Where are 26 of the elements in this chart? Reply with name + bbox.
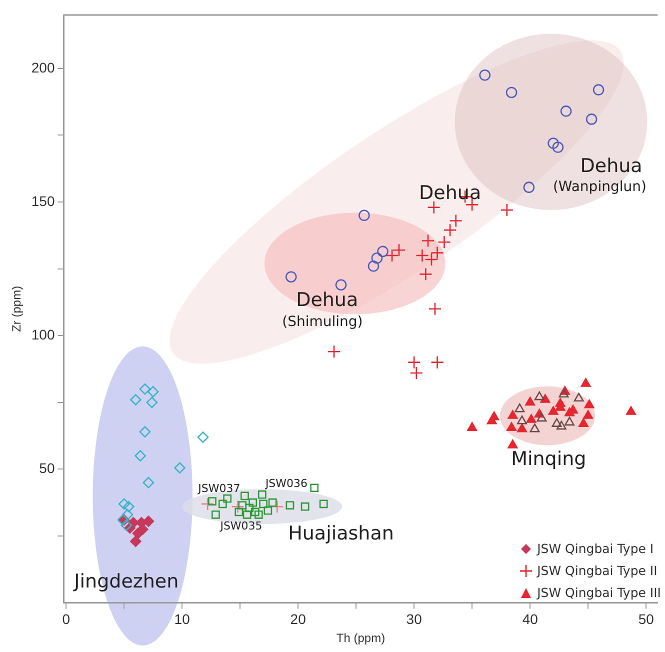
- y-tick-label: 200: [31, 59, 55, 76]
- x-tick-label: 40: [522, 611, 538, 628]
- y-tick-label: 100: [31, 326, 55, 342]
- annotation: (Wanpinglun): [552, 178, 646, 195]
- y-axis-title: Zr (ppm): [10, 286, 24, 332]
- annotation: Dehua: [419, 182, 482, 204]
- x-tick-label: 20: [290, 611, 306, 628]
- x-tick-label: 30: [406, 611, 422, 628]
- x-axis-title: Th (ppm): [336, 631, 386, 646]
- x-tick-label: 10: [174, 611, 190, 628]
- annotation: JSW037: [197, 482, 240, 496]
- y-tick-label: 50: [39, 460, 55, 476]
- annotation: Jingdezhen: [73, 570, 179, 593]
- annotation: Minqing: [511, 448, 586, 470]
- legend-label: JSW Qingbai Type III: [537, 584, 661, 602]
- annotation: JSW036: [264, 476, 308, 490]
- x-tick-label: 0: [62, 611, 70, 628]
- annotation: Dehua: [296, 288, 358, 311]
- annotation: JSW035: [219, 520, 262, 533]
- annotation: Dehua: [580, 155, 642, 178]
- legend-label: JSW Qingbai Type I: [537, 540, 654, 558]
- annotation: Huajiashan: [288, 522, 394, 545]
- x-tick-label: 50: [638, 611, 654, 628]
- annotation: (Shimuling): [282, 314, 363, 330]
- y-tick-label: 150: [31, 192, 55, 209]
- legend-label: JSW Qingbai Type II: [537, 562, 658, 580]
